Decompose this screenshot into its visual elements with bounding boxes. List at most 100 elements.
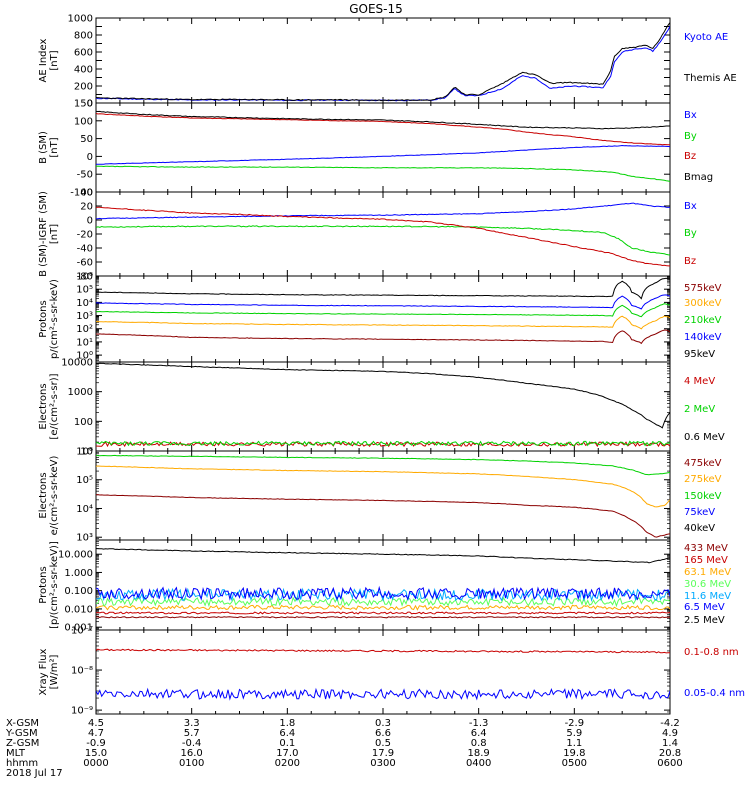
series-line-themis-ae (96, 22, 670, 102)
y-tick-label: 10⁶ (76, 447, 93, 458)
legend-entry: By (684, 228, 697, 239)
y-tick-label: 800 (74, 31, 93, 42)
series-line-275kev (96, 465, 670, 508)
series-line-bz (96, 206, 670, 267)
x-tick-label: 1.1 (566, 738, 582, 749)
panel-bigrf: -80 -60 -40 -20 0 20 40 B (SM)-IGRF (SM) [nT] Bx B… (38, 188, 697, 283)
legend-entry: Themis AE (683, 73, 737, 84)
x-tick-label: 0000 (83, 758, 108, 769)
y-tick-label: 10⁻⁹ (71, 706, 93, 717)
x-tick-label: 0.5 (375, 738, 391, 749)
legend-entry: 433 MeV (684, 543, 728, 554)
y-tick-label: 10⁰ (76, 351, 93, 362)
y-tick-label: 10⁵ (76, 285, 93, 296)
legend-entry: 575keV (684, 283, 722, 294)
y-tick-label: 10⁵ (76, 475, 93, 486)
y-tick-label: 20 (80, 202, 93, 213)
y-tick-label: 0.100 (64, 586, 93, 597)
y-tick-label: 10⁻⁷ (71, 626, 93, 637)
x-tick-label: 0500 (562, 758, 587, 769)
chart-title: GOES-15 (349, 2, 403, 16)
legend-entry: 2 MeV (684, 404, 715, 415)
legend-entry: 95keV (684, 349, 715, 360)
y-tick-label: 10² (76, 324, 93, 335)
panel-frame (95, 17, 671, 104)
y-tick-label: -60 (77, 258, 93, 269)
y-tick-label: 0 (87, 152, 93, 163)
legend-entry: Bx (684, 201, 697, 212)
y-tick-label: 10³ (76, 311, 93, 322)
series-line-6-5-mev (96, 585, 670, 601)
x-tick-label: 0.1 (279, 738, 295, 749)
legend-entry: 210keV (684, 315, 722, 326)
legend-entry: 300keV (684, 298, 722, 309)
y-tick-label: 10⁴ (76, 298, 93, 309)
x-tick-label: 0400 (466, 758, 491, 769)
panel-frame (95, 275, 671, 363)
x-tick-label: 0.8 (471, 738, 487, 749)
x-tick-label: 20.8 (659, 748, 681, 759)
series-line-140kev (96, 294, 670, 310)
panel-frame (95, 191, 671, 277)
x-tick-label: 0.3 (375, 718, 391, 729)
x-row-label: Z-GSM (6, 738, 39, 749)
y-axis-label: [nT] (49, 50, 60, 70)
legend-entry: 140keV (684, 332, 722, 343)
y-tick-label: 0 (87, 99, 93, 110)
series-line-433-mev (96, 616, 670, 619)
x-tick-label: 4.9 (662, 728, 678, 739)
x-axis-table: X-GSM 4.5 3.3 1.8 0.3 -1.3 -2.9 -4.2 Y-GSM 4.7 5.7… (5, 718, 683, 779)
x-tick-label: 18.9 (468, 748, 490, 759)
y-axis-label: AE Index (38, 38, 49, 82)
y-tick-label: -20 (77, 230, 93, 241)
legend-entry: Bz (684, 151, 696, 162)
series-line-2-mev (96, 440, 670, 447)
y-axis-label: Protons (38, 566, 49, 603)
series-line-475kev (96, 494, 670, 538)
x-tick-label: 4.5 (88, 718, 104, 729)
y-tick-label: 1000 (68, 14, 93, 25)
x-tick-label: -2.9 (565, 718, 585, 729)
panel-frame (95, 450, 671, 541)
y-tick-label: 100 (74, 417, 93, 428)
x-tick-label: 3.3 (184, 718, 200, 729)
legend-entry: 165 MeV (684, 555, 728, 566)
x-tick-label: -4.2 (660, 718, 680, 729)
y-tick-label: 10¹ (76, 337, 93, 348)
legend-entry: 2.5 MeV (684, 615, 725, 626)
x-tick-label: 16.0 (181, 748, 203, 759)
x-tick-label: 6.4 (471, 728, 487, 739)
series-line-0-1-0-8-nm (96, 648, 670, 654)
y-tick-label: 0 (87, 216, 93, 227)
y-tick-label: 600 (74, 48, 93, 59)
y-tick-label: 0.010 (64, 604, 93, 615)
x-tick-label: 5.7 (184, 728, 200, 739)
panel-bsm: -100 -50 0 50 100 150 B (SM) [nT] Bx By Bz Bmag (38, 99, 713, 199)
series-line-bx (96, 202, 670, 220)
y-axis-label: B (SM)-IGRF (SM) (38, 191, 49, 277)
y-axis-label: Electrons (38, 472, 49, 518)
x-tick-label: 6.4 (279, 728, 295, 739)
legend-entry: Bx (684, 110, 697, 121)
series-line-95kev (96, 277, 670, 300)
legend-entry: 40keV (684, 523, 715, 534)
y-tick-label: -100 (70, 188, 93, 199)
legend-entry: 11.6 MeV (684, 591, 731, 602)
legend-entry: Kyoto AE (684, 32, 728, 43)
legend-entry: 275keV (684, 474, 722, 485)
series-line-575kev (96, 329, 670, 345)
y-tick-label: 10⁴ (76, 504, 93, 515)
y-tick-label: 150 (74, 99, 93, 110)
series-line-by (96, 225, 670, 256)
series-line-kyoto-ae (96, 25, 670, 102)
x-row-label: X-GSM (6, 718, 39, 729)
y-axis-label: [W/m²] (49, 654, 60, 689)
y-tick-label: 100 (74, 116, 93, 127)
y-axis-label: Protons (38, 300, 49, 337)
y-tick-label: 10.000 (58, 550, 93, 561)
panel-electrons_kev: 10³ 10⁴ 10⁵ 10⁶ Electrons e/(cm²-s-sr-keV) 475… (38, 447, 722, 544)
y-tick-label: 40 (80, 188, 93, 199)
y-tick-label: -80 (77, 272, 93, 283)
